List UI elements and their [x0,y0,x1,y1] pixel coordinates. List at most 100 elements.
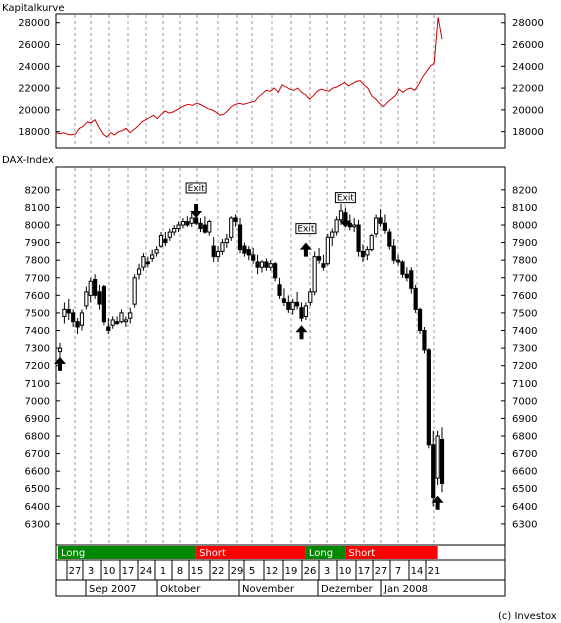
candle-body [215,250,221,258]
candle-body [88,280,93,296]
dax-gridlines [74,168,435,544]
month-axis-frame [55,579,506,597]
candle-body [251,254,256,261]
candle [207,219,212,236]
position-bands: Long Short Long Short [55,544,506,561]
candle-body [295,301,300,307]
arrow-down-icon [339,213,352,228]
candle-body [66,308,71,314]
band-short [345,546,438,559]
candle-body [84,291,89,307]
candle-body [145,261,150,265]
exit-label-box [295,223,317,235]
candle-body [62,308,67,317]
candle [426,348,431,449]
candle [224,233,229,248]
candle-body [303,305,308,317]
candle-body [57,347,63,353]
day-tick-label: 3 [324,566,330,577]
day-tick-label: 15 [191,566,204,577]
candle [211,237,216,262]
exit-label: Exit [297,225,315,235]
month-label: Jan 2008 [383,584,428,595]
candle-body [176,224,181,230]
candle-body [167,231,172,238]
candle-body [180,221,186,226]
day-tick-label: 3 [88,566,94,577]
candle [251,247,256,264]
candle-body [409,270,414,289]
dax-y-axis-right: 6300 6400 6500 6600 6700 6800 6900 7000 7100 7200… [501,185,537,530]
candle-body [404,273,409,279]
candle-body [382,222,388,231]
dax-ytick-label-right: 7100 [512,379,537,390]
equity-ytick-label-left: 20000 [18,105,50,116]
candle-body [246,249,251,256]
candle [303,302,308,320]
candle [290,298,295,315]
day-tick-label: 27 [375,566,388,577]
candle-body [356,224,361,252]
dax-panel-title: DAX-Index [2,155,54,166]
dax-ytick-label-left: 7300 [25,344,50,355]
candle-body [417,308,423,332]
candle-body [185,221,190,226]
equity-ytick-label-right: 28000 [512,18,544,29]
dax-ytick-label-right: 6300 [512,519,537,530]
day-tick-label: 10 [339,566,352,577]
dax-ytick-label-right: 7800 [512,256,537,267]
candle-body [369,235,374,251]
equity-ytick-label-right: 20000 [512,105,544,116]
equity-y-axis-right: 18000 20000 22000 24000 26000 28000 [501,18,544,138]
candle-body [101,286,107,323]
candle-body [136,268,142,275]
arrow-up-icon [431,495,444,510]
candle-body [387,231,392,247]
candle-body [123,319,128,323]
candle [352,217,357,233]
candle [374,214,379,238]
arrow-up-icon [295,325,308,340]
candle-body [233,217,238,223]
candle [163,232,168,247]
candle [202,216,207,234]
exit-label-box [334,192,356,204]
candle [185,216,190,227]
dax-ytick-label-right: 7500 [512,308,537,319]
dax-ytick-label-right: 6900 [512,414,537,425]
candle-body [79,312,85,326]
equity-y-axis-left: 18000 20000 22000 24000 26000 28000 [18,18,60,138]
month-labels: Sep 2007 Oktober November Dezember Jan 2008 [85,580,428,596]
candle [97,284,102,310]
candle-body [128,312,133,319]
day-tick-label: 1 [160,566,166,577]
trade-marker [295,325,308,340]
equity-ytick-label-left: 24000 [18,62,50,73]
candle-body [330,231,335,238]
day-tick-label: 19 [285,566,298,577]
candle-body [114,321,120,324]
equity-panel: Kapitalkurve 18000 20000 22000 24000 26000 28… [2,3,544,149]
equity-ytick-label-right: 24000 [512,62,544,73]
candle [400,260,405,278]
candle-body [237,224,243,251]
dax-ytick-label-right: 7900 [512,238,537,249]
candle-body [202,224,207,233]
day-tick-label: 10 [103,566,116,577]
equity-ytick-label-right: 22000 [512,84,544,95]
candle-body [352,224,357,228]
candle [237,217,243,254]
candle [66,298,71,320]
dax-ytick-label-left: 6900 [25,414,50,425]
candle-body [413,287,418,310]
month-label: November [242,584,295,595]
candle-body [141,256,146,268]
dax-ytick-label-left: 7000 [25,396,50,407]
candle [158,232,164,248]
candle [422,326,427,354]
day-tick-labels: 27 3 10 17 24 1 8 15 22 29 5 12 19 26 3 10 17 27 7 14 21 [66,560,440,580]
candle [325,233,330,266]
candle [189,212,194,227]
candle-body [207,221,212,233]
dax-ytick-label-left: 7200 [25,361,50,372]
